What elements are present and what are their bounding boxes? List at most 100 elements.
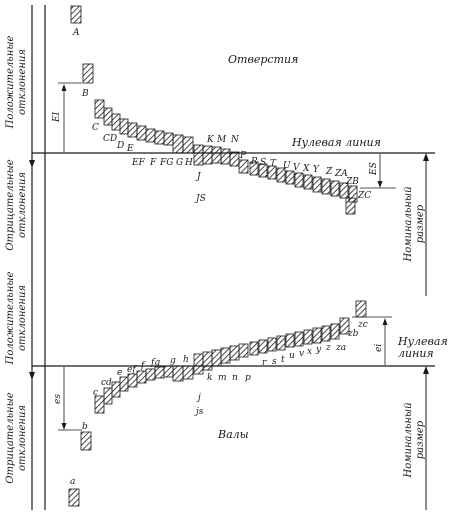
shaft-label-b: b — [82, 422, 88, 432]
holes-arrow-mark — [29, 160, 35, 168]
shaft-label-z: z — [325, 343, 331, 353]
svg-text:Положительные: Положительные — [5, 272, 16, 366]
svg-text:отклонения: отклонения — [17, 172, 28, 238]
shaft-label-zb: zb — [347, 329, 359, 339]
hole-bar-Z — [312, 176, 322, 193]
holes-nominal-arrowhead — [423, 153, 429, 161]
hole-label-T: T — [270, 159, 277, 169]
holes-title: Отверстия — [228, 53, 298, 66]
shaft-bar-fg — [145, 368, 156, 381]
shaft-label-e: e — [117, 368, 122, 378]
hole-label-K: K — [206, 135, 215, 145]
hole-label-H: H — [184, 158, 193, 168]
shaft-bar-m — [220, 347, 231, 364]
holes-positive-label: Положительные отклонения — [5, 36, 28, 130]
svg-text:размер: размер — [415, 204, 426, 243]
svg-text:Положительные: Положительные — [5, 36, 16, 130]
hole-label-F: F — [149, 158, 157, 168]
hole-label-E: E — [126, 144, 134, 154]
hole-bar-S — [258, 163, 268, 178]
hole-bar-FG — [145, 128, 156, 143]
svg-text:размер: размер — [415, 420, 426, 459]
shaft-label-v: v — [299, 349, 304, 359]
shaft-bar-k — [211, 349, 222, 367]
svg-text:Отрицательные: Отрицательные — [5, 159, 16, 250]
holes-bars-upper — [70, 5, 194, 154]
hole-bar-ZC — [345, 197, 356, 215]
hole-label-U: U — [283, 161, 291, 171]
hole-label-S: S — [260, 158, 266, 168]
hole-bar-P — [238, 159, 249, 174]
shaft-bar-zb — [339, 317, 350, 335]
shaft-bar-t — [267, 337, 277, 352]
shaft-bar-g2 — [163, 365, 174, 378]
shaft-bar-c — [94, 395, 105, 414]
shaft-label-f: f — [140, 361, 146, 371]
hole-bar-Y — [303, 174, 313, 190]
shaft-label-a: a — [70, 477, 75, 487]
hole-bar-E — [119, 118, 129, 135]
shafts-nominal-label: Номинальный размер — [403, 402, 426, 478]
svg-text:Номинальный: Номинальный — [403, 402, 414, 478]
shaft-bar-js — [202, 351, 213, 371]
hole-bar-M — [220, 148, 231, 165]
shaft-bar-f — [136, 370, 147, 384]
holes-es-arrowhead — [377, 181, 383, 188]
shaft-bar-e — [119, 376, 129, 392]
holes-letters: A B C CD D E EF F FG G H K M N J JS P R … — [72, 28, 371, 204]
shafts-es-arrowhead — [61, 423, 67, 430]
hole-label-B: B — [81, 89, 89, 99]
shafts-negative-label: Отрицательные отклонения — [5, 392, 28, 483]
shaft-bar-h2 — [182, 365, 194, 380]
hole-label-A: A — [72, 28, 80, 38]
hole-bar-A — [70, 5, 82, 24]
hole-bar-D — [111, 113, 121, 131]
shaft-label-c: c — [93, 388, 98, 398]
shafts-es-label: es — [53, 394, 63, 404]
holes-ei-arrowhead — [61, 84, 67, 91]
hole-bar-J — [193, 144, 204, 166]
shaft-label-p: p — [245, 373, 251, 383]
shaft-bar-r — [249, 341, 259, 356]
hole-bar-C — [94, 99, 105, 119]
shaft-bar-j — [193, 353, 204, 375]
hole-label-D: D — [116, 141, 124, 151]
shafts-bars-upper — [193, 300, 367, 375]
svg-text:Отрицательные: Отрицательные — [5, 392, 16, 483]
shafts-bars-lower — [68, 365, 194, 507]
shaft-bar-n — [229, 345, 240, 361]
hole-bar-N — [229, 151, 240, 167]
shaft-label-js: js — [194, 407, 204, 417]
hole-bar-R — [249, 161, 259, 176]
svg-text:отклонения: отклонения — [17, 405, 28, 471]
hole-bar-B — [82, 63, 94, 84]
shaft-label-za: za — [335, 343, 346, 353]
shaft-bar-z2 — [321, 325, 331, 342]
hole-label-N: N — [230, 135, 240, 145]
shaft-label-cd: cd — [101, 378, 112, 388]
shafts-title: Валы — [217, 428, 249, 441]
hole-label-X: X — [302, 164, 310, 174]
shaft-label-r: r — [262, 358, 267, 368]
holes-es-label: ES — [369, 162, 379, 176]
shaft-label-k: k — [207, 373, 212, 383]
holes-nominal-label: Номинальный размер — [403, 186, 426, 262]
hole-label-Z: Z — [325, 167, 333, 177]
hole-label-FG: FG — [159, 158, 173, 168]
hole-label-CD: CD — [103, 134, 117, 144]
hole-bar-H — [172, 134, 184, 154]
shaft-label-y: y — [315, 345, 322, 355]
hole-bar-JS — [202, 145, 213, 165]
shaft-bar-y — [303, 329, 313, 345]
shafts-arrow-mark — [29, 372, 35, 380]
shaft-label-j: j — [196, 393, 201, 403]
hole-label-R: R — [250, 157, 258, 167]
svg-text:отклонения: отклонения — [17, 49, 28, 115]
hole-bar-CD — [103, 107, 113, 126]
hole-label-G: G — [176, 158, 183, 168]
shafts-zero-line-label: Нулевая линия — [397, 335, 448, 360]
shaft-label-m: m — [218, 373, 227, 383]
svg-text:Номинальный: Номинальный — [403, 186, 414, 262]
shaft-bar-x — [294, 331, 304, 347]
